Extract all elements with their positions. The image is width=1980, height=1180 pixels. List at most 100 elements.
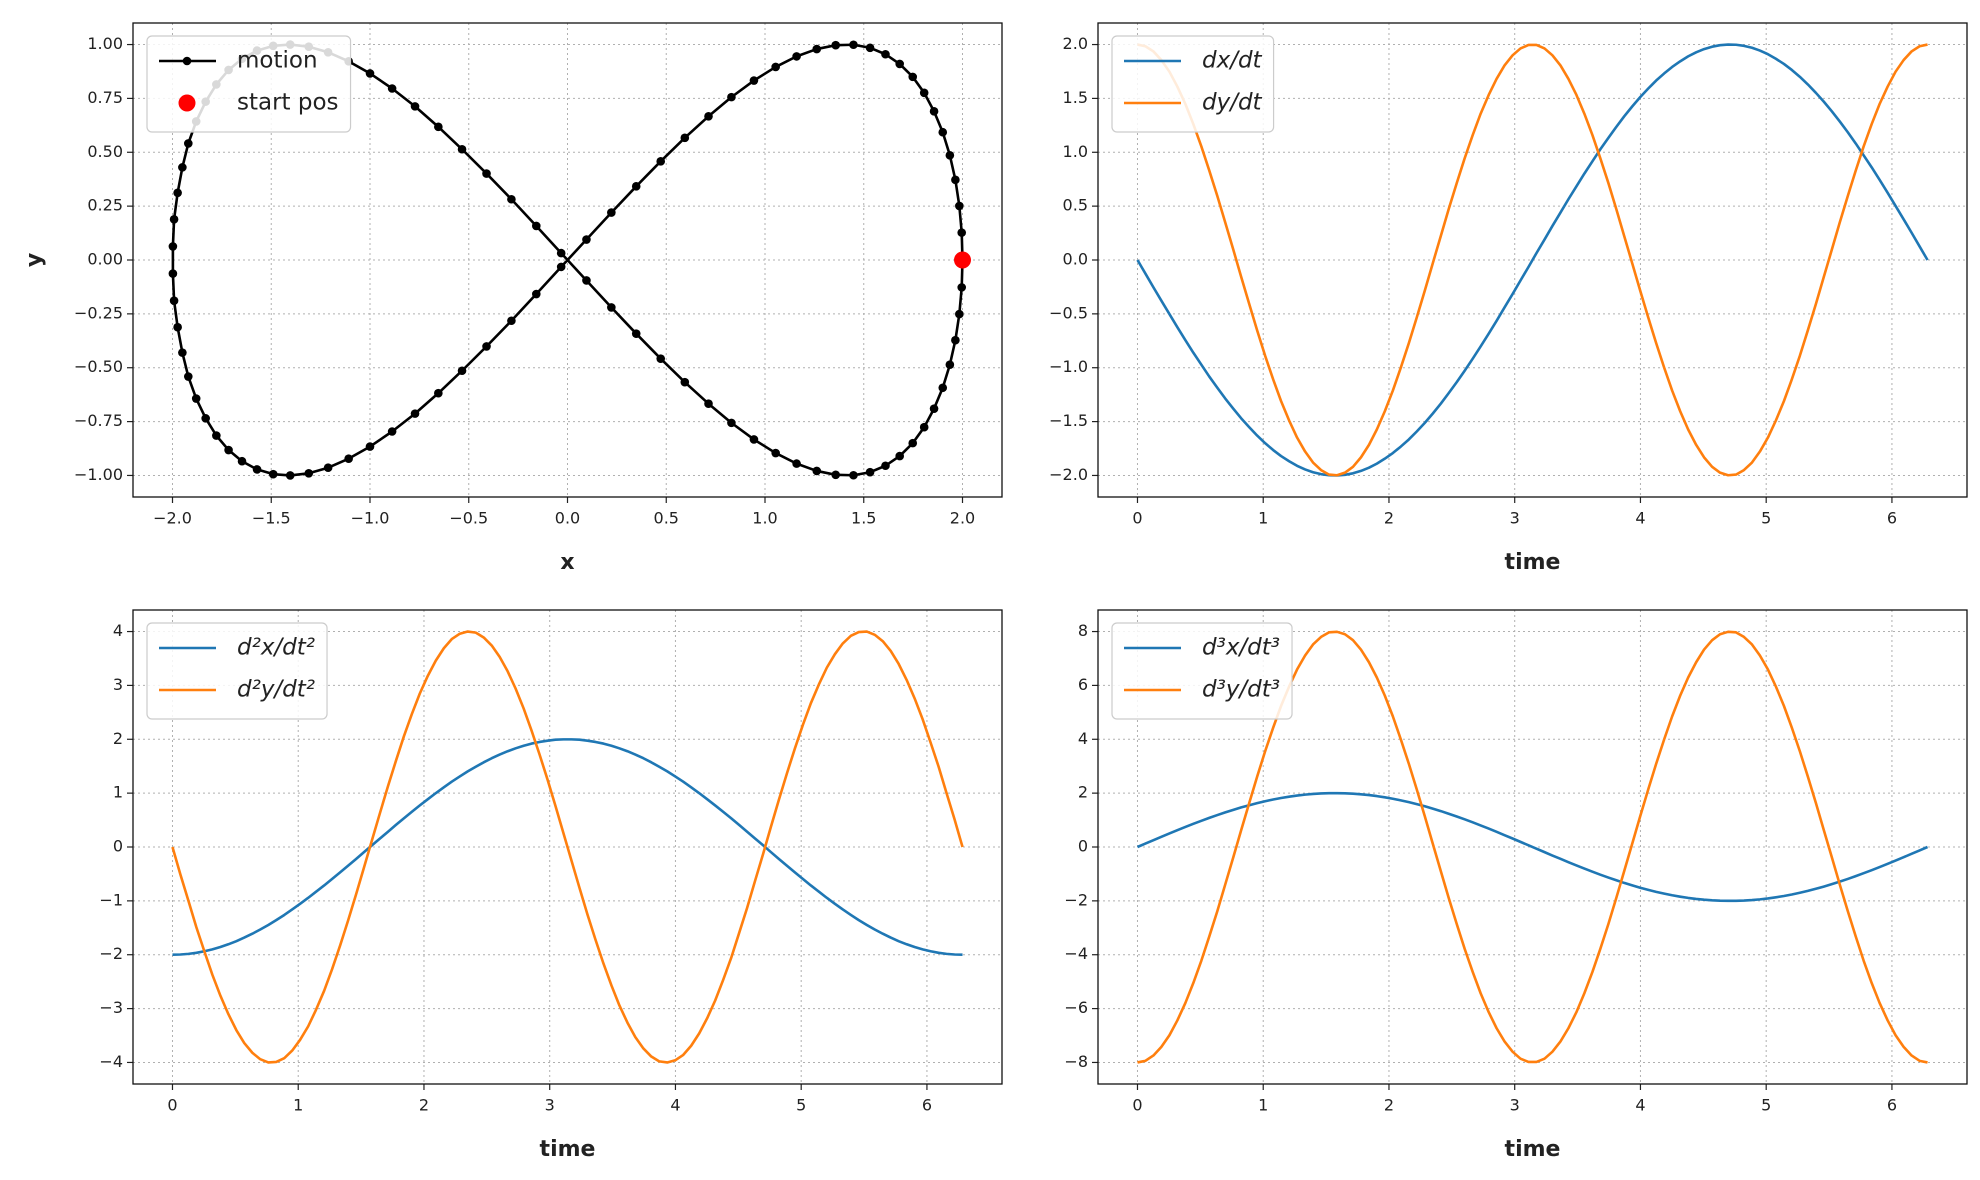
y-tick-label: 0.0	[1063, 250, 1088, 269]
legend-label: start pos	[237, 90, 339, 116]
legend-label: dx/dt	[1202, 48, 1263, 74]
line-marker	[323, 463, 333, 472]
line-marker	[831, 470, 841, 480]
y-tick-label: 0.50	[87, 142, 123, 161]
line-marker	[631, 329, 641, 338]
x-tick-label: 6	[922, 1096, 932, 1115]
x-tick-label: 0.0	[555, 509, 580, 528]
line-marker	[268, 469, 278, 479]
line-marker	[178, 348, 187, 357]
y-tick-label: −6	[1064, 998, 1088, 1017]
x-tick-label: 2	[1384, 1096, 1394, 1115]
y-tick-label: 0.75	[87, 88, 123, 107]
x-tick-label: 3	[545, 1096, 555, 1115]
x-tick-label: 0	[167, 1096, 177, 1115]
line-marker	[865, 43, 875, 53]
x-axis-label: time	[540, 1137, 596, 1162]
y-tick-label: 0.00	[87, 250, 123, 269]
line-marker	[656, 157, 666, 166]
x-tick-label: 2.0	[950, 509, 975, 528]
series-line	[1137, 43, 1928, 477]
legend-label: dy/dt	[1202, 90, 1263, 116]
y-tick-label: 0	[1078, 837, 1088, 856]
legend-swatch-marker	[182, 56, 192, 66]
line-marker	[607, 208, 616, 217]
legend-label: d²y/dt²	[237, 677, 315, 703]
line-marker	[929, 404, 939, 413]
line-marker	[184, 372, 193, 381]
y-tick-label: −1.5	[1049, 411, 1088, 430]
x-tick-label: −1.5	[252, 509, 291, 528]
line-marker	[173, 188, 182, 198]
line-marker	[727, 92, 736, 102]
y-tick-label: 6	[1078, 675, 1088, 694]
line-marker	[656, 354, 666, 363]
line-marker	[168, 242, 178, 251]
line-marker	[344, 454, 353, 463]
y-tick-label: −8	[1064, 1052, 1088, 1071]
line-marker	[919, 88, 929, 98]
line-marker	[865, 467, 875, 477]
line-marker	[792, 52, 801, 61]
y-tick-label: −0.25	[74, 303, 123, 322]
x-tick-label: 1	[1258, 1096, 1268, 1115]
y-tick-label: −3	[99, 998, 123, 1017]
y-tick-label: 1.5	[1063, 88, 1088, 107]
line-marker	[951, 175, 960, 185]
line-marker	[919, 422, 929, 432]
line-marker	[582, 276, 591, 285]
y-tick-label: −2	[1064, 890, 1088, 909]
x-tick-label: −0.5	[449, 509, 488, 528]
y-tick-label: 0.25	[87, 196, 123, 215]
x-axis-label: time	[1505, 550, 1561, 575]
line-marker	[945, 360, 955, 370]
line-marker	[631, 182, 641, 191]
line-marker	[881, 49, 890, 59]
y-tick-label: 8	[1078, 621, 1088, 640]
line-marker	[507, 194, 516, 204]
line-marker	[387, 84, 397, 93]
line-marker	[849, 40, 858, 50]
line-marker	[792, 459, 801, 468]
x-tick-label: −2.0	[153, 509, 192, 528]
line-marker	[365, 69, 375, 78]
x-tick-label: 2	[419, 1096, 429, 1115]
point-marker	[954, 251, 971, 269]
line-marker	[831, 40, 841, 50]
x-axis-label: x	[560, 550, 574, 575]
plot-frame	[132, 609, 1003, 1085]
line-marker	[812, 44, 822, 54]
x-tick-label: 4	[1635, 509, 1645, 528]
x-tick-label: 0	[1132, 1096, 1142, 1115]
y-tick-label: −4	[1064, 944, 1088, 963]
y-tick-label: −1.0	[1049, 357, 1088, 376]
y-tick-label: −1	[99, 890, 123, 909]
x-axis-label: time	[1505, 1137, 1561, 1162]
y-tick-label: −2	[99, 944, 123, 963]
line-marker	[908, 72, 918, 82]
y-tick-label: −0.75	[74, 411, 123, 430]
line-marker	[938, 383, 948, 393]
y-tick-label: −0.5	[1049, 303, 1088, 322]
line-marker	[365, 442, 375, 451]
y-tick-label: 4	[1078, 729, 1088, 748]
line-marker	[771, 62, 780, 72]
line-marker	[607, 303, 616, 312]
series-line	[1137, 630, 1928, 1064]
x-tick-label: 5	[796, 1096, 806, 1115]
y-tick-label: 1.00	[87, 34, 123, 53]
legend-label: motion	[237, 48, 318, 74]
y-tick-label: 2.0	[1063, 34, 1088, 53]
line-marker	[410, 409, 420, 418]
series-line	[1136, 43, 1929, 477]
y-tick-label: −1.00	[74, 465, 123, 484]
x-tick-label: 6	[1887, 509, 1897, 528]
line-marker	[957, 283, 967, 292]
x-tick-label: 3	[1510, 1096, 1520, 1115]
line-marker	[237, 456, 247, 466]
y-tick-label: −0.50	[74, 357, 123, 376]
line-marker	[201, 414, 210, 423]
x-tick-label: 0.5	[654, 509, 679, 528]
y-tick-label: 2	[113, 729, 123, 748]
x-tick-label: 5	[1761, 1096, 1771, 1115]
